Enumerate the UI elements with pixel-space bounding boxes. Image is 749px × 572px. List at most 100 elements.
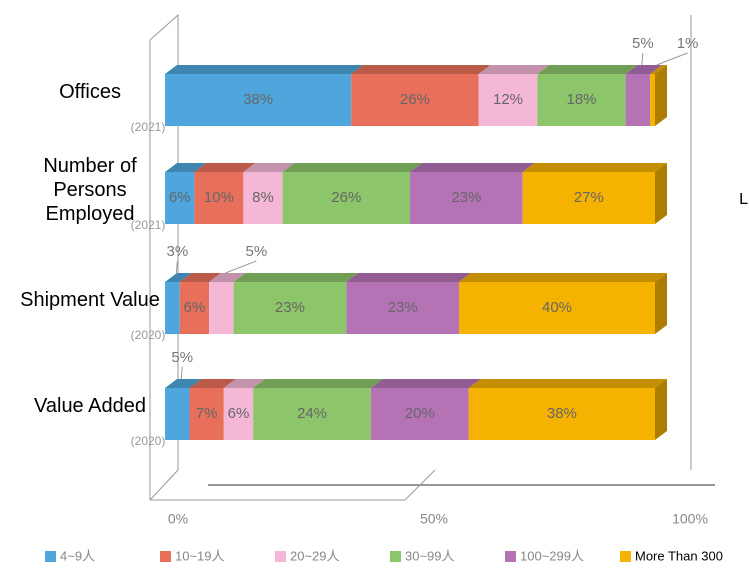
bar-segment-group <box>233 273 359 334</box>
bar-segment-group <box>165 273 192 334</box>
bar-side <box>655 65 667 126</box>
bar-segment <box>209 282 234 334</box>
bar-segment-group <box>179 273 222 334</box>
bar-top <box>165 273 192 282</box>
bar-top <box>233 273 359 282</box>
category-label: Value Added <box>34 395 146 417</box>
bar-top <box>165 163 207 172</box>
bar-segment <box>650 74 655 126</box>
leader-line <box>641 52 644 66</box>
data-label: 24% <box>297 405 327 422</box>
floor-mid <box>404 469 436 501</box>
legend-label: 20~29人 <box>290 548 340 563</box>
bar-segment-group <box>165 65 364 126</box>
category-year: (2021) <box>131 120 166 134</box>
bar-segment <box>351 74 479 126</box>
bar-segment-group <box>478 65 550 126</box>
bar-segment <box>165 74 352 126</box>
x-tick-label: 0% <box>168 511 188 527</box>
bar-segment <box>233 282 347 334</box>
data-label: 40% <box>542 299 572 316</box>
leader-line <box>225 260 257 274</box>
bar-segment-group <box>282 163 422 224</box>
data-label: 20% <box>405 405 435 422</box>
bar-segment <box>522 172 655 224</box>
bar-top <box>165 65 364 74</box>
category-year: (2021) <box>131 218 166 232</box>
bar-segment <box>253 388 371 440</box>
data-label: 5% <box>632 35 654 52</box>
bar-segment-group <box>165 379 202 440</box>
bar-segment <box>282 172 410 224</box>
legend-label: 10~19人 <box>175 548 225 563</box>
category-label: Shipment Value <box>20 289 160 311</box>
bar-segment-group <box>253 379 383 440</box>
data-label: 10% <box>204 189 234 206</box>
bar-top <box>165 379 202 388</box>
legend-label: 30~99人 <box>405 548 455 563</box>
data-label: 3% <box>167 243 189 260</box>
bar-top <box>209 273 246 282</box>
bar-top <box>194 163 256 172</box>
bar-segment <box>537 74 626 126</box>
data-label: 6% <box>169 189 191 206</box>
bar-segment <box>165 282 180 334</box>
leader-line <box>175 260 178 274</box>
data-label: 23% <box>275 299 305 316</box>
x-tick-label: 50% <box>420 511 448 527</box>
bar-segment-group <box>522 163 667 224</box>
category-label: Offices <box>59 81 121 103</box>
bar-top <box>179 273 222 282</box>
bar-segment <box>179 282 210 334</box>
legend-swatch <box>620 551 631 562</box>
bar-top <box>537 65 638 74</box>
bar-top <box>410 163 535 172</box>
legend-swatch <box>160 551 171 562</box>
bar-segment-group <box>468 379 667 440</box>
legend-label: 4~9人 <box>60 548 95 563</box>
legend-label: 100~299人 <box>520 548 584 563</box>
bar-top <box>351 65 491 74</box>
bar-segment-group <box>243 163 295 224</box>
data-label: 8% <box>252 189 274 206</box>
bar-top <box>189 379 236 388</box>
bar-segment-group <box>650 65 667 126</box>
bar-top <box>459 273 667 282</box>
bar-top <box>625 65 663 74</box>
data-label: 7% <box>196 405 218 422</box>
data-label: 18% <box>566 91 596 108</box>
legend-swatch <box>275 551 286 562</box>
data-label: 5% <box>246 243 268 260</box>
data-label: 6% <box>228 405 250 422</box>
bar-top <box>282 163 422 172</box>
bar-segment-group <box>351 65 491 126</box>
bar-segment <box>370 388 469 440</box>
data-label: 26% <box>400 91 430 108</box>
bar-top <box>253 379 383 388</box>
legend-swatch <box>505 551 516 562</box>
bar-top <box>243 163 295 172</box>
bar-side <box>655 273 667 334</box>
bar-segment <box>194 172 244 224</box>
legend-swatch <box>390 551 401 562</box>
bar-top <box>370 379 481 388</box>
bar-side <box>655 379 667 440</box>
bar-segment-group <box>459 273 667 334</box>
bar-segment <box>165 388 190 440</box>
bar-segment <box>478 74 538 126</box>
bar-segment <box>468 388 655 440</box>
bar-segment-group <box>370 379 481 440</box>
data-label: 1% <box>677 35 699 52</box>
bar-segment <box>410 172 523 224</box>
axes-frame <box>149 13 715 501</box>
annotation: L <box>739 191 748 208</box>
bar-segment-group <box>165 163 207 224</box>
bar-top <box>468 379 667 388</box>
bar-side <box>655 163 667 224</box>
bar-segment-group <box>410 163 535 224</box>
bar-segment <box>346 282 459 334</box>
category-label: Number of Persons Employed <box>43 155 137 225</box>
legend-swatch <box>45 551 56 562</box>
bar-segment-group <box>194 163 256 224</box>
